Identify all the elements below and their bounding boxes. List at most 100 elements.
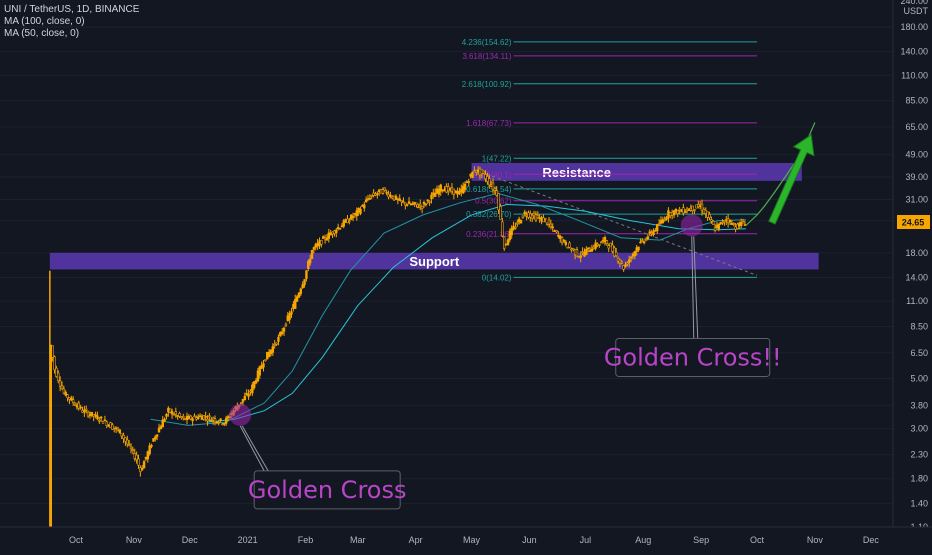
candle-body bbox=[553, 230, 556, 232]
candle-body bbox=[251, 384, 254, 394]
candle-body bbox=[469, 173, 472, 177]
candle-body bbox=[620, 261, 623, 264]
fib-level-label: 0.786(40.1) bbox=[471, 170, 512, 179]
fib-level-label: 2.618(100.92) bbox=[462, 80, 512, 89]
time-axis[interactable]: Oct Nov Dec 2021 Feb Mar Apr May Jun Jul Aug Sep Oct… bbox=[0, 526, 932, 550]
candle-body bbox=[639, 241, 642, 244]
candle-body bbox=[316, 243, 319, 247]
symbol-title[interactable]: UNI / TetherUS, 1D, BINANCE bbox=[4, 4, 140, 15]
candle-body bbox=[510, 227, 513, 236]
candle-body bbox=[622, 265, 625, 270]
candle-body bbox=[266, 351, 269, 360]
candle-body bbox=[712, 220, 715, 225]
candle-body bbox=[169, 408, 172, 413]
candle-body bbox=[547, 219, 551, 225]
candle-body bbox=[113, 426, 116, 429]
candle-body bbox=[284, 323, 288, 326]
ma50-line bbox=[150, 192, 746, 426]
candle-body bbox=[174, 411, 178, 415]
candle-body bbox=[387, 193, 390, 198]
candle-body bbox=[517, 218, 521, 223]
candle-body bbox=[62, 388, 66, 394]
candle-body bbox=[254, 380, 258, 384]
candle-body bbox=[540, 217, 543, 222]
candle-body bbox=[310, 249, 314, 259]
candle-body bbox=[721, 221, 724, 224]
candle-body bbox=[652, 230, 655, 235]
candle-body bbox=[163, 418, 166, 422]
candle-body bbox=[204, 416, 207, 418]
candle-body bbox=[562, 239, 566, 242]
time-tick: Oct bbox=[750, 535, 765, 545]
fib-level-label: 1(47.22) bbox=[482, 154, 512, 163]
candle-body bbox=[64, 391, 67, 396]
time-tick: Dec bbox=[863, 535, 880, 545]
candle-body bbox=[150, 445, 153, 447]
golden-cross-marker bbox=[229, 403, 252, 426]
candle-body bbox=[273, 344, 276, 346]
candle-body bbox=[717, 223, 721, 230]
candle-body bbox=[435, 188, 439, 194]
candle-body bbox=[473, 170, 476, 173]
callout-pointer bbox=[693, 236, 699, 339]
candle-body bbox=[364, 199, 368, 203]
candle-body bbox=[656, 224, 659, 232]
candle-body bbox=[370, 194, 373, 197]
price-axis-currency: USDT bbox=[904, 6, 929, 16]
candle-body bbox=[585, 249, 588, 255]
candle-body bbox=[532, 212, 536, 217]
candle-body bbox=[669, 212, 672, 216]
candle-body bbox=[241, 398, 245, 403]
time-axis-bg bbox=[0, 527, 932, 550]
candle-body bbox=[280, 331, 284, 334]
candle-body bbox=[558, 235, 562, 240]
price-tick: 3.00 bbox=[910, 424, 928, 434]
candle-body bbox=[279, 332, 282, 337]
candle-body bbox=[458, 190, 461, 195]
candle-body bbox=[484, 174, 487, 179]
ma100-legend[interactable]: MA (100, close, 0) bbox=[4, 16, 85, 27]
candle-body bbox=[667, 210, 670, 218]
fib-level-label: 0.236(21.86) bbox=[466, 230, 512, 239]
price-tick: 85.00 bbox=[905, 96, 928, 106]
price-tick: 8.50 bbox=[910, 321, 928, 331]
candle-body bbox=[629, 256, 633, 259]
ma50-legend[interactable]: MA (50, close, 0) bbox=[4, 28, 80, 39]
time-tick: Aug bbox=[635, 535, 651, 545]
candle-body bbox=[641, 240, 644, 242]
fib-level-label: 0.5(30.62) bbox=[475, 197, 512, 206]
candle-body bbox=[411, 203, 414, 205]
candle-body bbox=[624, 264, 627, 267]
time-tick: Oct bbox=[69, 535, 84, 545]
price-tick: 39.00 bbox=[905, 172, 928, 182]
candle-body bbox=[85, 408, 88, 411]
candle-body bbox=[322, 236, 325, 239]
candle-body bbox=[445, 186, 448, 193]
candle-body bbox=[644, 238, 648, 241]
candle-body bbox=[297, 292, 301, 298]
candle-body bbox=[551, 226, 554, 229]
candle-body bbox=[357, 207, 360, 213]
candle-body bbox=[53, 356, 56, 370]
candle-body bbox=[447, 186, 450, 192]
candle-body bbox=[210, 419, 213, 422]
candle-body bbox=[142, 461, 146, 469]
candle-body bbox=[454, 190, 457, 194]
candle-body bbox=[252, 381, 256, 388]
candle-body bbox=[180, 416, 183, 419]
candle-body bbox=[704, 209, 707, 214]
candle-body bbox=[359, 208, 362, 214]
callouts: Golden Cross Golden Cross!! bbox=[229, 214, 782, 510]
candle-body bbox=[135, 454, 138, 460]
candle-body bbox=[467, 181, 470, 183]
candle-body bbox=[508, 230, 512, 241]
candle-body bbox=[292, 304, 295, 309]
fib-level-label: 0.382(26.70) bbox=[466, 210, 512, 219]
candle-body bbox=[195, 417, 198, 420]
candle-body bbox=[249, 390, 252, 393]
candle-body bbox=[549, 223, 553, 228]
candle-body bbox=[680, 210, 683, 213]
